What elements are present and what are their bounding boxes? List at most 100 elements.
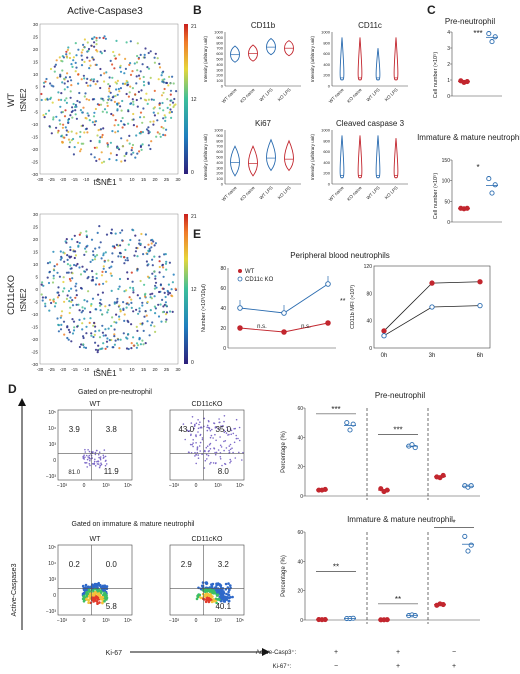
e2-y-tick: 80: [366, 291, 372, 297]
tsne-point: [42, 284, 45, 287]
tsne-point: [45, 77, 48, 81]
tsne-ylabel-bottom: tSNE2: [19, 288, 28, 312]
flow-event: [224, 582, 228, 586]
tsne-point: [153, 295, 156, 298]
flow-event: [199, 587, 203, 591]
tsne-point: [99, 50, 102, 53]
flow-event: [217, 597, 220, 601]
tsne-point: [144, 292, 147, 295]
tsne-point: [120, 255, 123, 258]
tsne-point: [158, 290, 161, 294]
tsne-x-tick: -5: [95, 177, 99, 182]
tsne-point: [113, 67, 116, 70]
tsne-point: [84, 247, 87, 250]
tsne-point: [90, 153, 93, 156]
tsne-point: [48, 125, 51, 128]
tsne-point: [131, 70, 134, 73]
tsne-point: [164, 313, 168, 316]
tsne-point: [125, 306, 128, 309]
tsne-point: [61, 290, 65, 293]
flow-event: [190, 433, 192, 436]
flow-event: [224, 462, 226, 465]
violin-x-tick: WT LPS: [258, 87, 273, 102]
tsne-point: [93, 36, 96, 39]
dot-point: [322, 486, 328, 492]
violin-x-tick: KO LPS: [384, 87, 399, 102]
tsne-point: [127, 320, 130, 324]
dot-y-tick: 0: [447, 220, 450, 226]
dot-y-tick: 0: [300, 494, 303, 500]
tsne-point: [152, 120, 155, 123]
tsne-point: [84, 116, 87, 120]
tsne-point: [67, 328, 70, 331]
tsne-point: [81, 306, 84, 309]
tsne-point: [126, 259, 129, 262]
dot-y-tick: 0: [300, 618, 303, 624]
tsne-point: [65, 297, 68, 300]
tsne-point: [65, 129, 68, 132]
flow-event: [197, 454, 199, 456]
d-table-sign: +: [396, 649, 400, 656]
flow-event: [215, 439, 217, 442]
flow-event: [105, 463, 108, 465]
dot-point: [347, 427, 353, 433]
tsne-point: [159, 135, 162, 138]
tsne-point: [120, 137, 123, 140]
tsne-point: [77, 303, 80, 306]
violin-title: CD11c: [358, 21, 382, 30]
tsne-frame: [39, 23, 179, 175]
tsne-point: [132, 103, 135, 106]
flow-event: [84, 451, 87, 453]
tsne-point: [68, 141, 72, 144]
d-table-sign: +: [334, 649, 338, 656]
tsne-point: [155, 286, 158, 289]
panel-d-dotplot-ylabel: Percentage (%): [281, 431, 287, 473]
tsne-point: [113, 333, 116, 336]
flow-event: [203, 467, 206, 469]
flow-event: [197, 457, 200, 460]
flow-x-tick: −10³: [57, 618, 67, 624]
tsne-point: [127, 347, 130, 351]
tsne-point: [155, 135, 158, 138]
tsne-point: [127, 333, 130, 336]
tsne-point: [164, 295, 167, 299]
tsne-point: [76, 99, 79, 103]
tsne-point: [78, 345, 81, 349]
tsne-point: [72, 59, 75, 62]
dot-y-tick: 0: [447, 94, 450, 100]
tsne-point: [132, 291, 135, 294]
violin-shape: [284, 139, 294, 172]
tsne-point: [147, 243, 150, 246]
tsne-point: [99, 304, 102, 307]
flow-event: [97, 460, 99, 462]
tsne-point: [87, 49, 90, 52]
tsne-point: [118, 53, 121, 56]
tsne-point: [99, 241, 102, 244]
flow-event: [85, 594, 88, 598]
tsne-point: [110, 289, 113, 292]
tsne-point: [169, 310, 172, 313]
tsne-point: [49, 67, 53, 71]
flow-x-tick: 0: [195, 618, 198, 624]
tsne-point: [51, 101, 54, 104]
flow-y-arrowhead: [18, 398, 26, 406]
e2-frame: [373, 265, 491, 349]
tsne-point: [71, 332, 75, 335]
tsne-point: [149, 76, 152, 79]
tsne-point: [81, 48, 84, 52]
flow-event: [230, 460, 232, 463]
flow-event: [210, 434, 213, 437]
tsne-point: [116, 102, 119, 105]
flow-event: [229, 458, 231, 461]
tsne-point: [128, 134, 131, 137]
flow-quadrant-value: 11.9: [104, 467, 120, 476]
dot-y-tick: 40: [297, 435, 303, 441]
tsne-point: [100, 274, 104, 277]
tsne-point: [157, 303, 160, 306]
flow-event: [220, 446, 223, 448]
tsne-point: [79, 135, 82, 138]
flow-event: [218, 591, 221, 595]
tsne-point: [93, 333, 96, 336]
tsne-point: [106, 345, 109, 348]
